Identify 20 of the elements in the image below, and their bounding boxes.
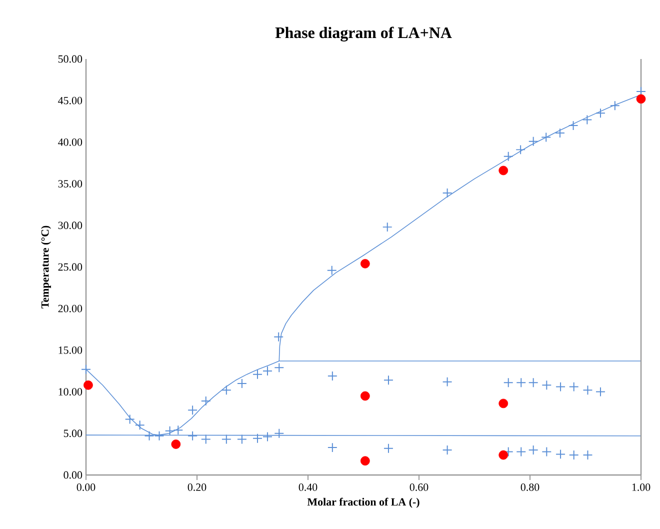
y-tick-label: 5.00 bbox=[64, 430, 82, 438]
y-tick-label: 20.00 bbox=[58, 304, 82, 312]
chart-title: Phase diagram of LA+NA bbox=[275, 26, 452, 42]
y-tick-label: 45.00 bbox=[58, 96, 82, 104]
x-tick-label: 0.00 bbox=[76, 484, 96, 491]
x-tick-label: 0.20 bbox=[188, 484, 206, 491]
x-axis-title: Molar fraction of LA (-) bbox=[307, 498, 420, 508]
y-tick-label: 15.00 bbox=[58, 346, 82, 354]
x-tick-label: 0.60 bbox=[410, 484, 428, 491]
y-tick-label: 10.00 bbox=[58, 388, 82, 396]
y-tick-label: 0.00 bbox=[64, 471, 82, 479]
y-tick-label: 30.00 bbox=[58, 222, 82, 230]
y-axis-title: Temperature (°C) bbox=[41, 226, 51, 308]
x-tick-label: 0.80 bbox=[520, 484, 540, 491]
y-tick-label: 25.00 bbox=[58, 263, 82, 271]
x-tick-label: 0.40 bbox=[298, 484, 318, 491]
y-tick-label: 50.00 bbox=[58, 55, 82, 63]
y-tick-label: 35.00 bbox=[58, 180, 82, 188]
y-tick-label: 40.00 bbox=[58, 138, 82, 146]
x-tick-label: 1.00 bbox=[632, 484, 650, 491]
